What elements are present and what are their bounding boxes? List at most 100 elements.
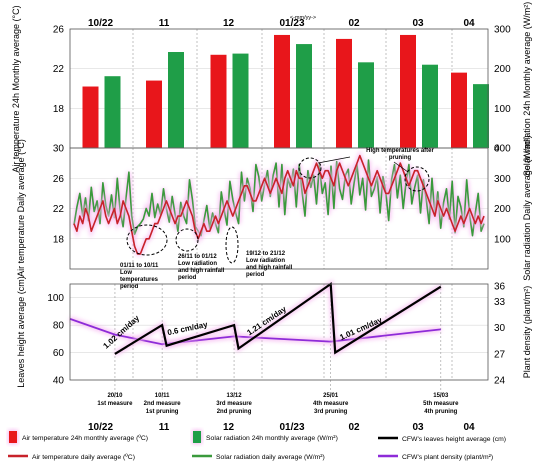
bar-solar-radiation — [358, 62, 374, 148]
tick-label-left: 18 — [53, 234, 65, 245]
tick-label-right: 200 — [494, 204, 511, 215]
measure-label: 5th measure — [423, 401, 459, 407]
tick-label-right: 24 — [494, 376, 506, 387]
tick-label-right: 300 — [494, 25, 511, 36]
measure-date: 25/01 — [323, 393, 339, 399]
measure-date: 13/12 — [227, 393, 243, 399]
line-plant-density — [69, 318, 441, 346]
measure-labels: 20/10 1st measure 10/11 2nd measure 1st prun… — [97, 393, 459, 415]
pruning-label: 1st pruning — [146, 409, 179, 415]
measure-date: 20/10 — [107, 393, 123, 399]
tick-label-right: 33 — [494, 297, 506, 308]
top-month-label: 12 — [223, 18, 235, 29]
top-month-labels: 10/22 11 12 01/23 02 03 04 — [88, 18, 475, 29]
legend-label: CFW's leaves height average (cm) — [402, 436, 506, 443]
legend-label: Solar radiation daily average (W/m²) — [216, 454, 325, 461]
bar-air-temperature — [336, 38, 352, 148]
series-glow — [113, 279, 443, 357]
measure-label: 3rd measure — [216, 401, 252, 407]
measure-label: 4th measure — [313, 401, 349, 407]
panel1-left-ticks: 18 22 26 — [53, 25, 65, 115]
measure-label: 2nd measure — [144, 401, 182, 407]
tick-label-right: 36 — [494, 282, 506, 293]
panel2-left-ticks: 18 22 26 30 — [53, 144, 65, 246]
bar-solar-radiation — [422, 64, 438, 148]
tick-label-left: 22 — [53, 64, 65, 75]
annotation-high-temperatures: High temperatures after pruning — [366, 148, 434, 161]
panel2-right-ticks: 100 200 300 400 — [494, 144, 511, 246]
tick-label-right: 27 — [494, 349, 506, 360]
tick-label-left: 26 — [53, 174, 65, 185]
bar-air-temperature — [146, 80, 162, 148]
annotation-low-radiation-1: 26/11 to 01/12 Low radiation and high rain… — [178, 254, 225, 281]
pruning-label: 4th pruning — [424, 409, 457, 415]
measure-date: 15/03 — [433, 393, 449, 399]
tick-label-right: 100 — [494, 234, 511, 245]
annotation-circle-low-rad-1 — [175, 228, 199, 252]
annotation-circle-high-temp-1 — [298, 157, 322, 179]
line-leaves-height — [114, 281, 442, 355]
panel3-left-ticks: 40 60 80 100 — [47, 293, 64, 386]
legend-swatch — [193, 431, 201, 443]
bottom-month-label: 04 — [463, 422, 475, 433]
top-month-label: 03 — [412, 18, 424, 29]
tick-label-right: 200 — [494, 64, 511, 75]
top-month-label: 04 — [463, 18, 475, 29]
bar-air-temperature — [82, 86, 99, 148]
panel1-ylabel-left: Air temperature 24h Monthly average (°C) — [11, 5, 21, 172]
bar-air-temperature — [210, 54, 227, 148]
tick-label-left: 26 — [53, 25, 65, 36]
bar-solar-radiation — [104, 76, 121, 148]
bar-solar-radiation — [232, 53, 249, 148]
bottom-month-label: 03 — [412, 422, 424, 433]
panel3-ylabel-right: Plant density (plant/m²) — [522, 286, 532, 379]
bottom-month-label: 02 — [348, 422, 360, 433]
bottom-month-labels: 10/22 11 12 01/23 02 03 04 — [88, 422, 475, 433]
bar-air-temperature — [400, 34, 416, 149]
bottom-month-label: 01/23 — [279, 422, 304, 433]
panel3-ylabel-left: Leaves height average (cm) — [16, 276, 26, 388]
bar-solar-radiation — [296, 44, 312, 148]
panel2-frame — [69, 147, 489, 270]
bar-air-temperature — [451, 72, 467, 148]
annotation-low-temperatures: 01/11 to 10/11 Low temperatures period — [120, 263, 159, 290]
line-solar-radiation-daily — [73, 159, 485, 237]
top-month-label: 02 — [348, 18, 360, 29]
bar-solar-radiation — [168, 52, 184, 148]
pruning-label: 2nd pruning — [217, 409, 252, 415]
line-air-temperature-daily — [73, 154, 485, 255]
tick-label-left: 80 — [53, 321, 65, 332]
tick-label-left: 40 — [53, 376, 65, 387]
legend-label: Air temperature 24h monthly average (ºC) — [22, 435, 148, 442]
top-month-label: 10/22 — [88, 18, 113, 29]
panel2-lines — [72, 149, 486, 256]
panel3-right-ticks: 24 27 30 33 36 — [494, 282, 506, 387]
monthly-average-panel: 18 22 26 0 100 200 300 Air temperature 24h Mo… — [11, 2, 532, 177]
leaves-height-panel: 40 60 80 100 24 27 30 33 36 Leaves height avera… — [16, 276, 532, 415]
bar-air-temperature — [274, 34, 290, 149]
legend-label: CFW's plant density (plant/m²) — [402, 454, 493, 461]
panel1-bars — [82, 34, 489, 149]
legend-swatch — [9, 431, 17, 443]
legend-label: Air temperature daily average (ºC) — [32, 454, 135, 461]
annotation-low-radiation-2: 19/12 to 21/12 Low radiation and high rain… — [246, 251, 293, 278]
panel1-ylabel-right: Solar radiation 24h Monthly average (W/m… — [522, 2, 532, 177]
top-month-label: 11 — [159, 18, 170, 29]
panel3-lines — [69, 279, 443, 400]
panel2-ylabel-right: Solar radiation Daily average (W/m²) — [522, 135, 532, 281]
annotation-pointer-2 — [393, 161, 409, 173]
annotation-circle-high-temp-2 — [404, 166, 430, 192]
tick-label-left: 30 — [53, 144, 65, 155]
measure-date: 10/11 — [155, 393, 170, 399]
daily-average-panel: 18 22 26 30 100 200 300 400 Air temperature Da… — [16, 135, 532, 290]
bottom-month-label: 12 — [223, 422, 235, 433]
top-month-label: 01/23 — [279, 18, 304, 29]
bar-solar-radiation — [473, 84, 489, 148]
tick-label-left: 60 — [53, 348, 65, 359]
tick-label-right: 300 — [494, 174, 511, 185]
tick-label-right: 30 — [494, 323, 506, 334]
tick-label-left: 22 — [53, 204, 65, 215]
bottom-month-label: 11 — [159, 422, 170, 433]
annotation-circle-low-rad-2 — [225, 226, 239, 264]
tick-label-left: 100 — [47, 293, 64, 304]
